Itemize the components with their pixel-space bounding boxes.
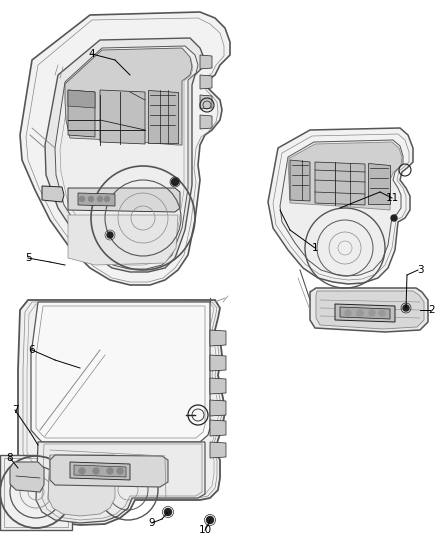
Text: 7: 7 (12, 405, 18, 415)
Circle shape (369, 310, 375, 316)
Polygon shape (368, 163, 390, 204)
Circle shape (79, 468, 85, 474)
Polygon shape (100, 90, 145, 144)
Text: 1: 1 (312, 243, 318, 253)
Polygon shape (210, 330, 226, 346)
Polygon shape (290, 160, 310, 201)
Polygon shape (288, 142, 402, 210)
Circle shape (107, 468, 113, 474)
Polygon shape (316, 291, 424, 329)
Polygon shape (315, 162, 365, 205)
Circle shape (117, 468, 123, 474)
Circle shape (93, 468, 99, 474)
Circle shape (88, 197, 93, 201)
Polygon shape (74, 465, 126, 477)
Polygon shape (200, 95, 212, 109)
Circle shape (80, 197, 85, 201)
Polygon shape (65, 48, 192, 145)
Polygon shape (200, 75, 212, 89)
Polygon shape (280, 140, 403, 276)
Polygon shape (42, 186, 64, 202)
Polygon shape (50, 455, 168, 487)
Polygon shape (210, 400, 226, 416)
Polygon shape (36, 442, 205, 523)
Polygon shape (70, 462, 130, 480)
Polygon shape (335, 304, 395, 322)
Polygon shape (210, 420, 226, 436)
Circle shape (391, 215, 397, 221)
Circle shape (379, 310, 385, 316)
Polygon shape (45, 38, 204, 272)
Polygon shape (68, 90, 95, 137)
Text: 8: 8 (7, 453, 13, 463)
Circle shape (172, 179, 179, 185)
Text: 6: 6 (28, 345, 35, 355)
Polygon shape (78, 193, 115, 206)
Polygon shape (10, 462, 44, 492)
Circle shape (98, 197, 102, 201)
Circle shape (165, 508, 172, 515)
Polygon shape (200, 55, 212, 69)
Polygon shape (210, 442, 226, 458)
Circle shape (206, 516, 213, 523)
Circle shape (107, 232, 113, 238)
Text: 5: 5 (25, 253, 31, 263)
Circle shape (403, 305, 409, 311)
Polygon shape (148, 90, 178, 143)
Text: 4: 4 (88, 49, 95, 59)
Polygon shape (210, 378, 226, 394)
Text: 2: 2 (429, 305, 435, 315)
Text: 10: 10 (198, 525, 212, 533)
Text: 9: 9 (148, 518, 155, 528)
Circle shape (357, 310, 363, 316)
Text: 11: 11 (385, 193, 399, 203)
Polygon shape (31, 302, 210, 442)
Polygon shape (310, 288, 428, 332)
Polygon shape (268, 128, 413, 284)
Circle shape (105, 197, 110, 201)
Polygon shape (48, 455, 115, 516)
Polygon shape (68, 215, 178, 265)
Polygon shape (200, 115, 212, 129)
Polygon shape (340, 307, 390, 319)
Polygon shape (68, 188, 180, 212)
Text: 3: 3 (417, 265, 423, 275)
Polygon shape (0, 455, 72, 530)
Polygon shape (18, 300, 225, 525)
Polygon shape (20, 12, 230, 285)
Polygon shape (210, 355, 226, 371)
Polygon shape (68, 90, 95, 108)
Polygon shape (55, 46, 198, 269)
Circle shape (345, 310, 351, 316)
